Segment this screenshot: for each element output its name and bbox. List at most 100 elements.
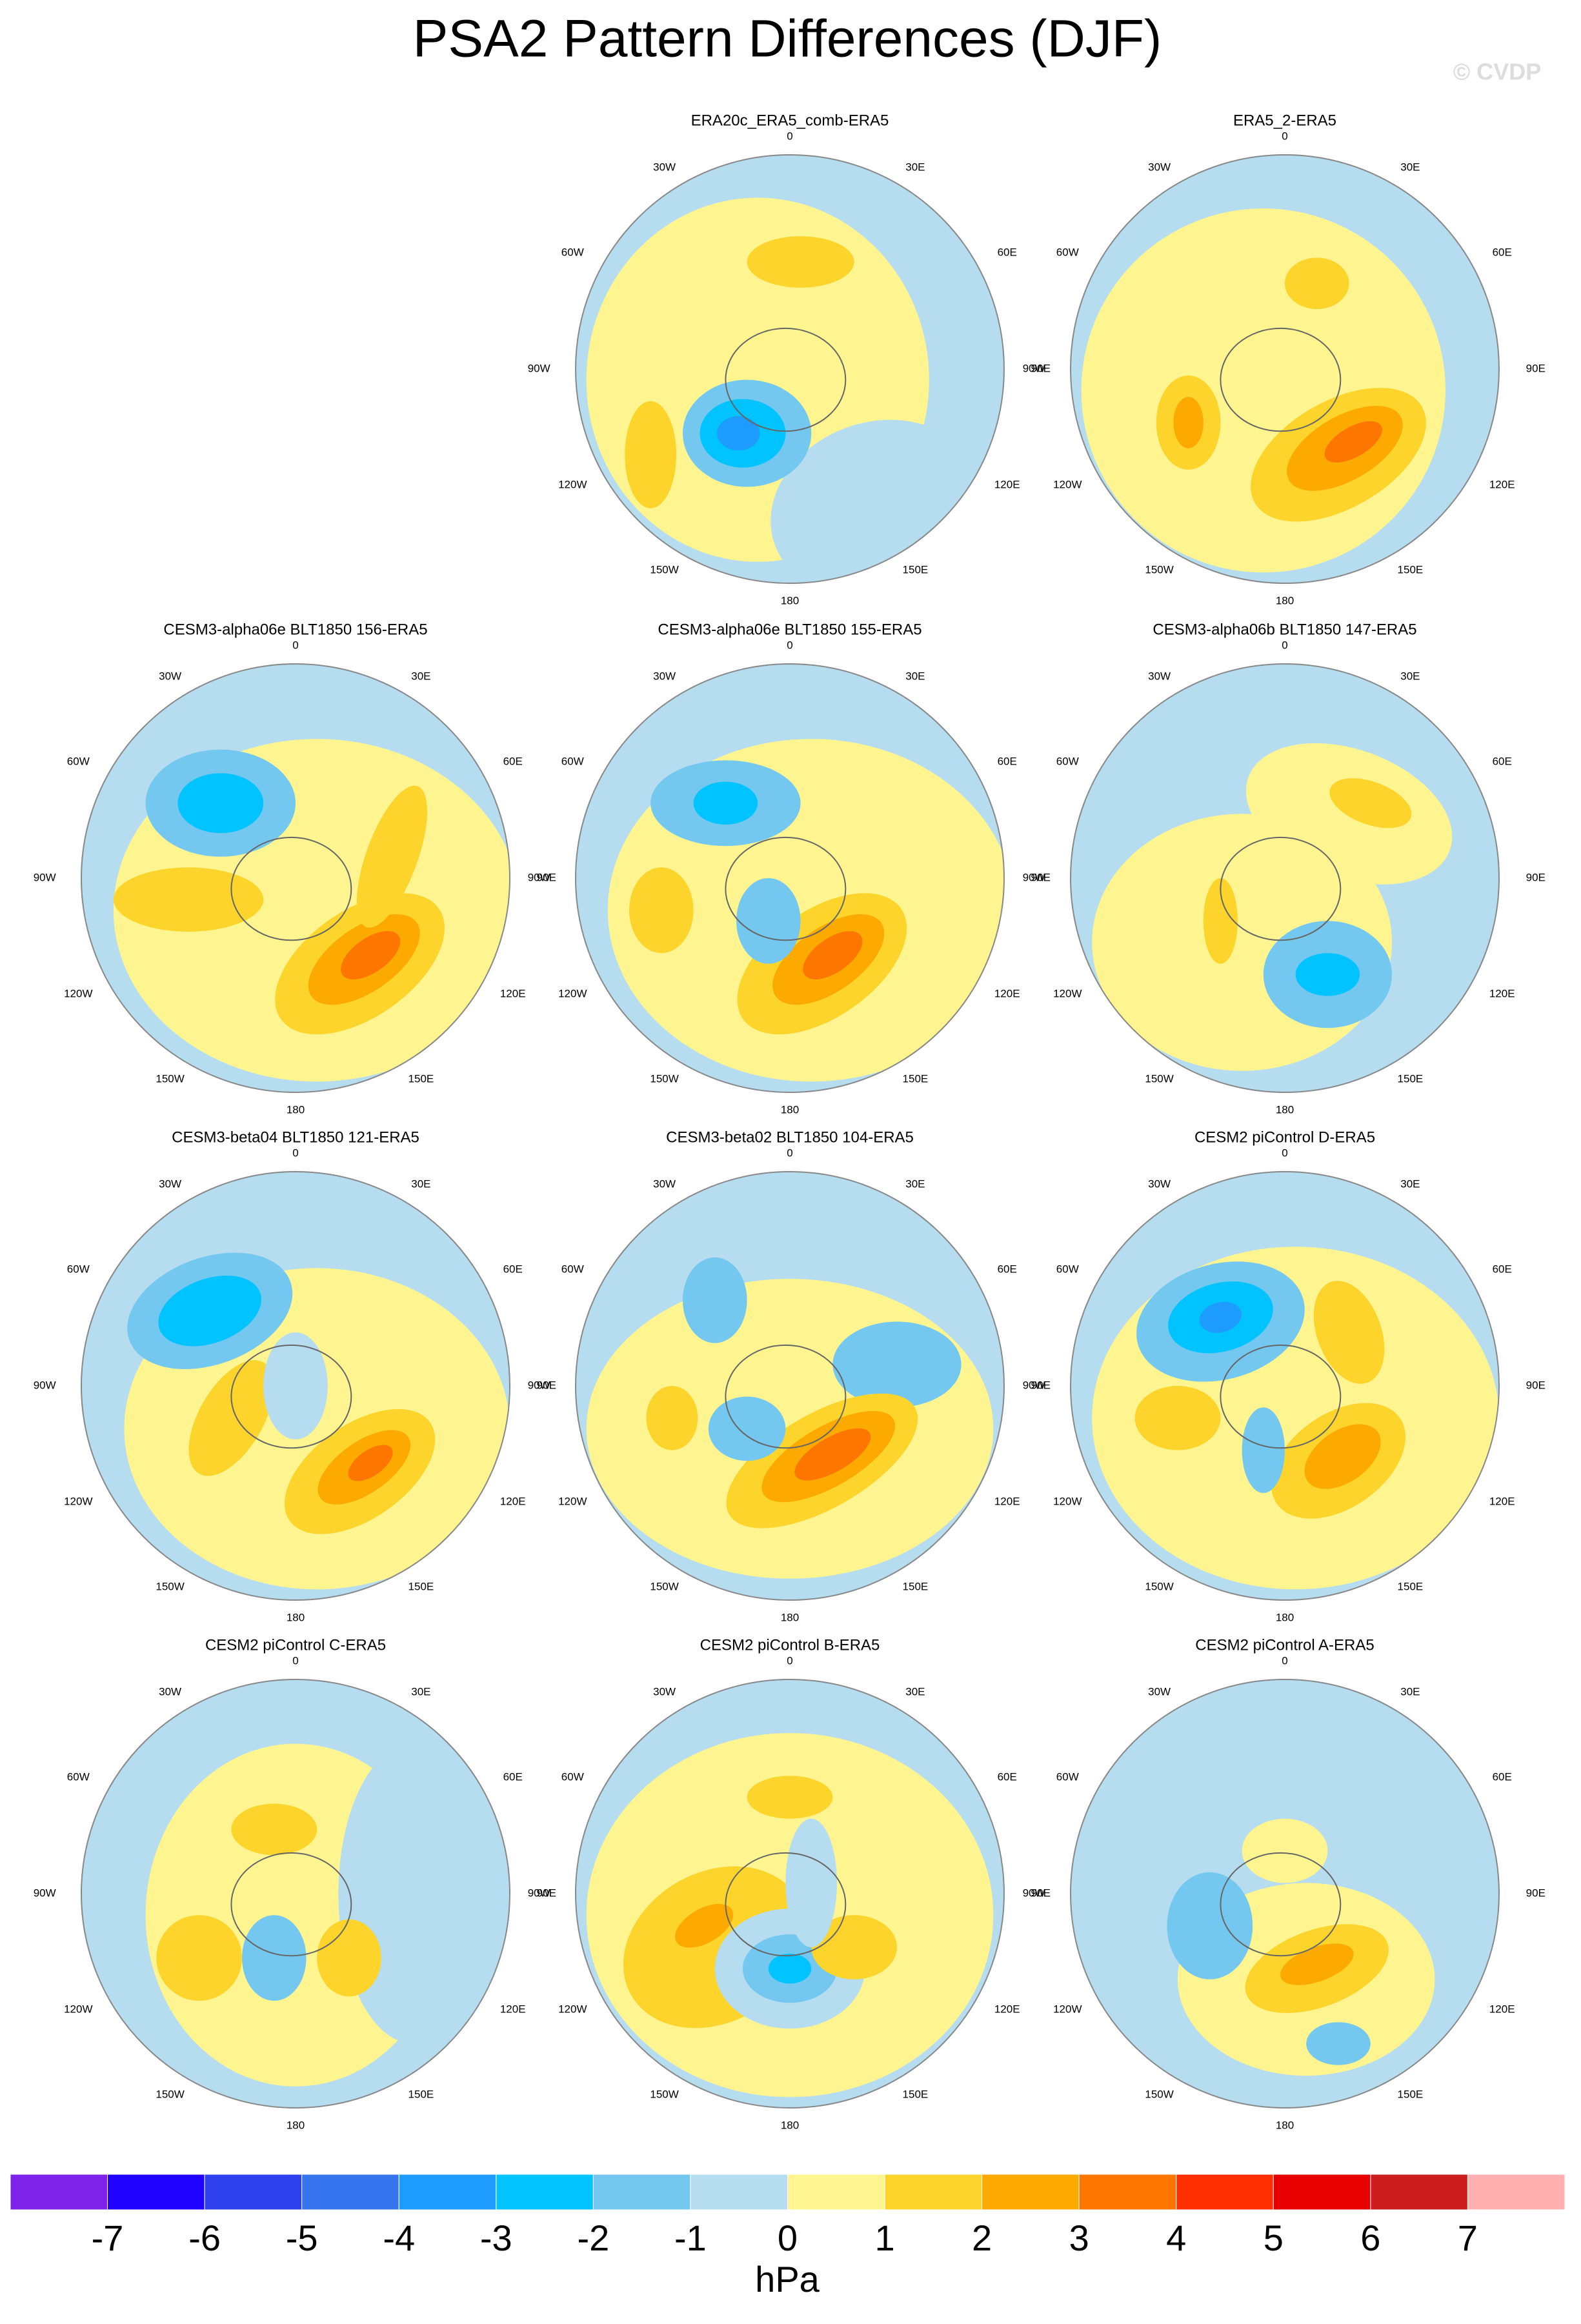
longitude-label: 30E [411, 1178, 430, 1190]
longitude-label: 90E [1526, 362, 1546, 374]
contour-region [158, 1276, 262, 1347]
longitude-label: 30W [1148, 670, 1171, 683]
longitude-label: 150E [1398, 563, 1424, 576]
contour-region [794, 1428, 871, 1481]
map-border [575, 663, 1005, 1093]
longitude-label: 0 [292, 1147, 298, 1159]
longitude-label: 120E [1489, 478, 1515, 490]
contour-region [113, 867, 264, 932]
watermark: © CVDP [1453, 59, 1542, 85]
longitude-label: 150E [408, 2088, 434, 2100]
longitude-label: 120W [1053, 1495, 1082, 1507]
map-border [575, 1171, 1005, 1601]
longitude-label: 90E [1031, 362, 1051, 374]
contour-region [242, 1915, 307, 2001]
map-panel [1071, 664, 1499, 1092]
colorbar-box [1467, 2174, 1566, 2210]
longitude-label: 30E [411, 670, 430, 683]
colorbar-label: 0 [778, 2218, 798, 2258]
contour-region [188, 1360, 274, 1476]
longitude-label: 120E [994, 2003, 1020, 2015]
longitude-label: 90E [1031, 1379, 1051, 1391]
map-border [81, 1679, 510, 2109]
panel-title: CESM3-beta02 BLT1850 104-ERA5 [666, 1128, 914, 1146]
contour-region [675, 1903, 734, 1948]
panel-title: ERA5_2-ERA5 [1233, 112, 1336, 129]
longitude-label: 30E [905, 161, 925, 174]
contour-region [811, 1915, 897, 1979]
longitude-label: 150W [1145, 1580, 1173, 1592]
longitude-label: 150E [1398, 1580, 1424, 1592]
longitude-label: 120W [1053, 2003, 1082, 2015]
contour-region [156, 1915, 242, 2001]
colorbar-label: -3 [480, 2218, 512, 2258]
longitude-label: 60W [561, 1770, 584, 1783]
longitude-label: 90W [1023, 871, 1045, 883]
longitude-label: 120W [1053, 478, 1082, 490]
longitude-label: 0 [787, 1147, 792, 1159]
colorbar-label: -1 [674, 2218, 707, 2258]
longitude-label: 0 [1282, 1654, 1287, 1667]
longitude-label: 30E [1400, 670, 1420, 683]
longitude-label: 90E [1526, 1379, 1546, 1391]
longitude-label: 120W [64, 987, 92, 999]
contour-region [1199, 1301, 1242, 1333]
longitude-label: 150E [1398, 1072, 1424, 1085]
colorbar-label: 7 [1458, 2218, 1478, 2258]
colorbar-box [204, 2174, 303, 2210]
colorbar-box [982, 2174, 1080, 2210]
longitude-label: 30W [1148, 1686, 1171, 1698]
contour-region [317, 1919, 381, 1997]
longitude-label: 120E [1489, 1495, 1515, 1507]
panel-title: CESM2 piControl D-ERA5 [1194, 1128, 1375, 1146]
longitude-label: 0 [1282, 130, 1287, 142]
colorbar-box [884, 2174, 983, 2210]
longitude-label: 90E [1526, 1887, 1546, 1899]
colorbar-label: 5 [1264, 2218, 1284, 2258]
map-panel [576, 664, 1004, 1092]
contour-region [1313, 1281, 1385, 1384]
map-panel [81, 1679, 510, 2108]
longitude-label: 150W [156, 2088, 184, 2100]
longitude-label: 150W [156, 1072, 184, 1085]
longitude-label: 30E [1400, 1178, 1420, 1190]
colorbar-box [1370, 2174, 1468, 2210]
antarctica-outline [1220, 836, 1342, 941]
longitude-label: 120E [500, 987, 526, 999]
contour-region [683, 1257, 747, 1343]
longitude-label: 30W [1148, 161, 1171, 174]
longitude-label: 60E [998, 1770, 1017, 1783]
longitude-label: 90W [34, 871, 56, 883]
longitude-label: 150W [1145, 563, 1173, 576]
longitude-label: 60E [503, 1263, 523, 1275]
antarctica-outline [230, 836, 352, 941]
antarctica-outline [725, 327, 847, 432]
longitude-label: 150W [1145, 2088, 1173, 2100]
colorbar-label: -4 [383, 2218, 415, 2258]
longitude-label: 120E [1489, 2003, 1515, 2015]
longitude-label: 180 [287, 2119, 305, 2131]
longitude-label: 150W [650, 563, 678, 576]
contour-region [1295, 953, 1360, 996]
contour-region [1173, 397, 1203, 448]
contour-region [1203, 878, 1238, 964]
longitude-label: 30E [905, 1686, 925, 1698]
longitude-label: 180 [1276, 2119, 1294, 2131]
antarctica-outline [725, 1852, 847, 1957]
longitude-label: 90W [1023, 362, 1045, 374]
longitude-label: 60E [503, 755, 523, 767]
longitude-label: 30W [653, 161, 676, 174]
panel-title: CESM2 piControl C-ERA5 [205, 1636, 386, 1654]
longitude-label: 60W [67, 755, 90, 767]
contour-region [1134, 1386, 1221, 1450]
colorbar-label: -7 [92, 2218, 124, 2258]
longitude-label: 30W [653, 670, 676, 683]
map-panel [81, 664, 510, 1092]
longitude-label: 150W [156, 1580, 184, 1592]
longitude-label: 90E [537, 1379, 556, 1391]
panel-title: CESM2 piControl A-ERA5 [1195, 1636, 1374, 1654]
longitude-label: 180 [287, 1103, 305, 1116]
longitude-label: 120W [558, 1495, 587, 1507]
